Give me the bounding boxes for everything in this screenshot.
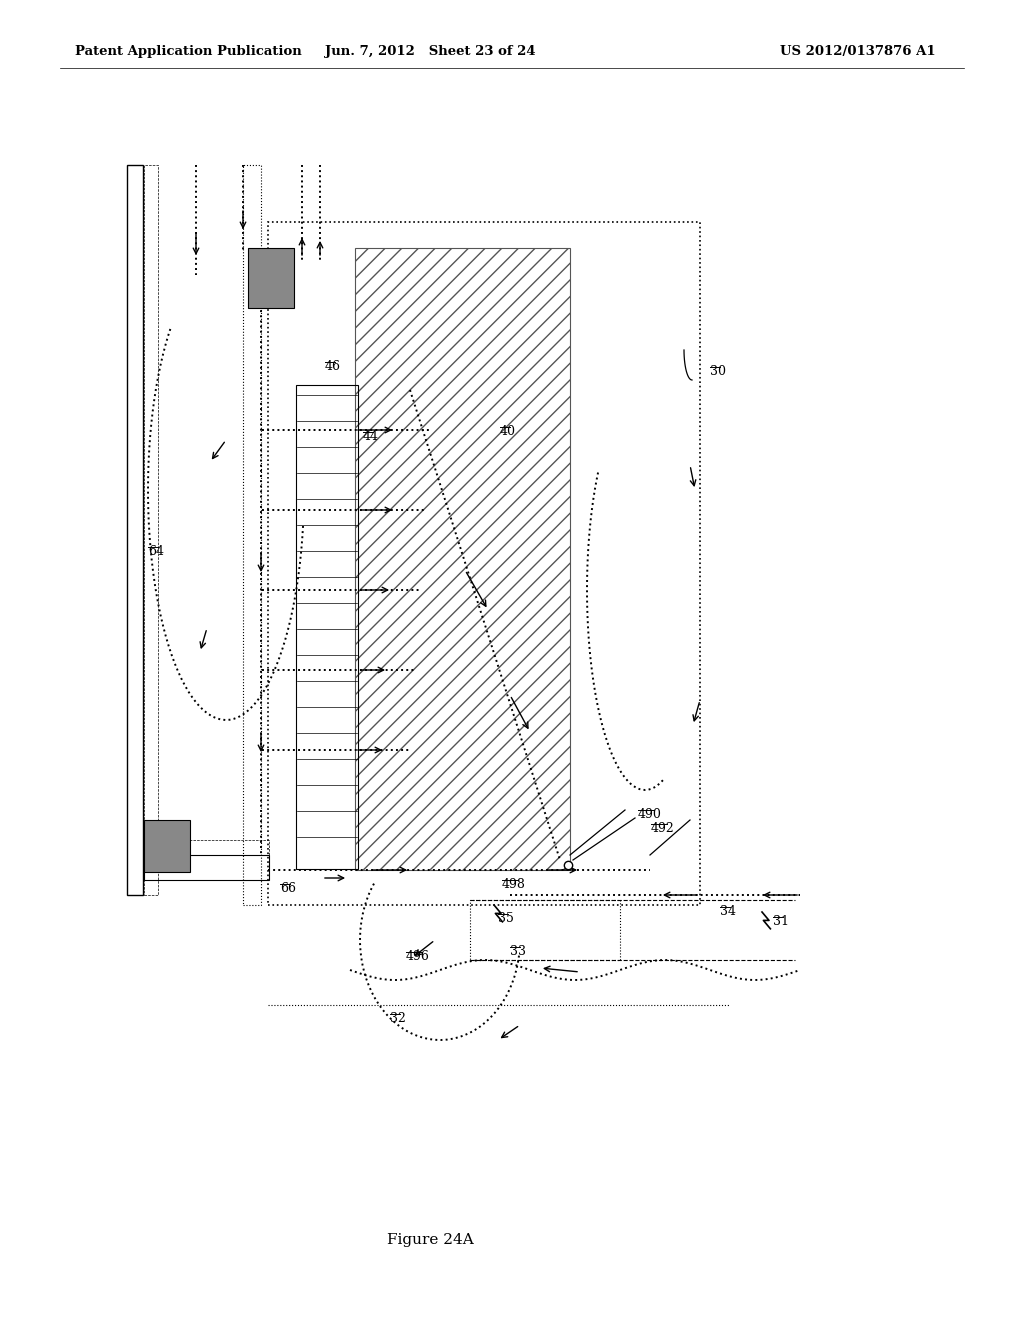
Bar xyxy=(144,820,190,873)
Text: 492: 492 xyxy=(651,822,675,836)
Text: 31: 31 xyxy=(773,915,790,928)
Bar xyxy=(243,165,261,906)
Bar xyxy=(470,900,620,960)
Bar xyxy=(144,855,269,880)
Text: 496: 496 xyxy=(406,950,430,964)
Text: 490: 490 xyxy=(638,808,662,821)
Text: 32: 32 xyxy=(390,1012,406,1026)
Bar xyxy=(355,248,570,870)
Text: 30: 30 xyxy=(710,366,726,378)
Text: Figure 24A: Figure 24A xyxy=(387,1233,473,1247)
Bar xyxy=(144,165,158,895)
Text: 46: 46 xyxy=(325,360,341,374)
Bar xyxy=(296,385,358,869)
Text: 44: 44 xyxy=(362,430,379,444)
Text: Patent Application Publication: Patent Application Publication xyxy=(75,45,302,58)
Text: 40: 40 xyxy=(500,425,516,438)
Text: 498: 498 xyxy=(502,878,526,891)
Bar xyxy=(248,248,294,308)
Text: 64: 64 xyxy=(148,545,164,558)
Text: 33: 33 xyxy=(510,945,526,958)
Text: 35: 35 xyxy=(498,912,514,925)
Text: 34: 34 xyxy=(720,906,736,917)
Text: US 2012/0137876 A1: US 2012/0137876 A1 xyxy=(780,45,936,58)
Text: Jun. 7, 2012   Sheet 23 of 24: Jun. 7, 2012 Sheet 23 of 24 xyxy=(325,45,536,58)
Bar xyxy=(144,840,269,855)
Bar xyxy=(268,222,700,906)
Text: 66: 66 xyxy=(280,882,296,895)
Bar xyxy=(127,165,143,895)
